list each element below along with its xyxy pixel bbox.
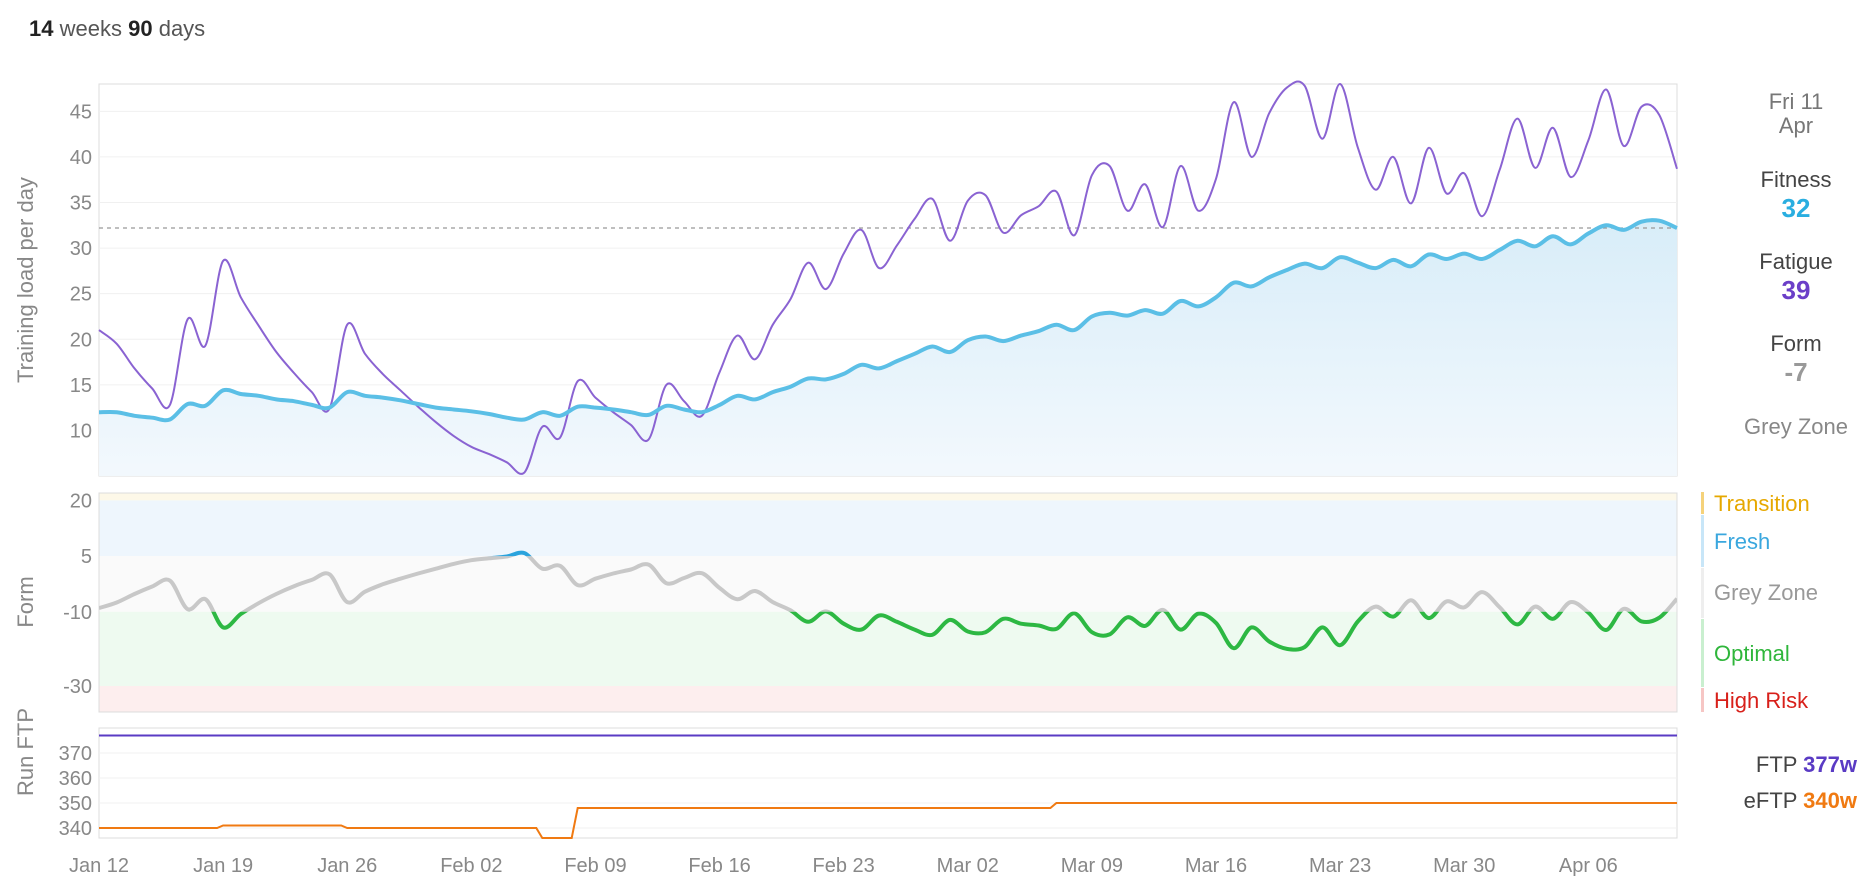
selected-date-month: Apr [1778,113,1814,138]
date-tick: Feb 09 [564,855,626,877]
form-line[interactable] [99,550,1677,652]
training-load-y-tick: 20 [70,329,92,351]
ftp-summary: FTP 377w [1756,752,1857,778]
date-tick: Jan 12 [69,855,129,877]
days-count: 90 [128,16,153,41]
form-panel: 20 5 -10 -30 Form [13,490,1678,713]
run-ftp-y-axis-label: Run FTP [13,708,38,796]
fatigue-label: Fatigue [1759,249,1833,274]
training-load-y-axis-label: Training load per day [13,177,38,383]
date-tick: Feb 02 [440,855,502,877]
form-y-tick: -30 [63,676,92,698]
date-tick: Feb 16 [688,855,750,877]
date-tick: Mar 09 [1061,855,1123,877]
training-load-y-tick: 45 [70,101,92,123]
zone-legend-fresh: Fresh [1714,529,1771,554]
optimal-zone-marker [1701,619,1704,687]
form-y-ticks: 20 5 -10 -30 [63,490,92,698]
fatigue-line[interactable] [98,80,1678,475]
date-tick: Jan 19 [193,855,253,877]
weeks-label: weeks [59,16,122,41]
eftp-label: eFTP [1743,788,1798,813]
eftp-line[interactable] [99,802,1677,839]
run-ftp-y-tick: 340 [59,818,92,840]
form-y-tick: 5 [81,546,92,568]
high-risk-zone-marker [1701,688,1704,712]
form-label: Form [1770,331,1822,356]
training-load-y-ticks: 10 15 20 25 30 35 40 45 [70,101,92,442]
date-tick: Jan 26 [317,855,377,877]
run-ftp-y-ticks: 340 350 360 370 [59,743,92,840]
zone-legend-transition: Transition [1714,491,1810,516]
fitness-summary: Fitness 32 [1726,167,1866,224]
form-line-grey-zone [99,556,1677,612]
run-ftp-panel: 340 350 360 370 Run FTP [13,708,1678,840]
form-line-optimal [211,611,1669,652]
form-y-tick: -10 [63,602,92,624]
zone-legend-high-risk: High Risk [1714,688,1809,713]
ftp-label: FTP [1755,752,1798,777]
run-ftp-y-tick: 360 [59,768,92,790]
eftp-summary: eFTP 340w [1744,788,1857,814]
selected-date-day: Fri 11 [1768,89,1824,114]
selected-date: Fri 11 Apr [1726,90,1866,138]
fitness-area [99,220,1677,476]
form-zone-name: Grey Zone [1744,414,1848,439]
fatigue-value: 39 [1781,275,1811,305]
training-load-y-tick: 30 [70,238,92,260]
grey-zone-marker [1701,568,1704,618]
date-tick: Mar 16 [1185,855,1247,877]
period-summary: 14 weeks 90 days [29,16,205,42]
date-axis: Jan 12 Jan 19 Jan 26 Feb 02 Feb 09 Feb 16 Feb … [69,855,1618,877]
form-zone-summary: Grey Zone [1726,414,1866,440]
training-load-y-tick: 35 [70,193,92,215]
fitness-value: 32 [1781,193,1811,223]
training-load-panel: 10 15 20 25 30 35 40 45 Training load per day [13,80,1678,477]
date-tick: Mar 30 [1433,855,1495,877]
date-tick: Apr 06 [1559,855,1618,877]
eftp-value: 340w [1803,788,1857,813]
form-band-optimal [99,611,1677,687]
fitness-label: Fitness [1760,167,1832,192]
date-tick: Mar 02 [937,855,999,877]
date-tick: Feb 23 [813,855,875,877]
training-load-y-tick: 25 [70,284,92,306]
run-ftp-y-tick: 350 [59,793,92,815]
form-y-axis-label: Form [13,576,38,627]
form-band-transition [99,493,1677,501]
fresh-zone-marker [1701,515,1704,567]
training-load-y-tick: 10 [70,420,92,442]
training-load-y-tick: 15 [70,375,92,397]
days-label: days [158,16,206,41]
form-band-fresh [99,500,1677,557]
weeks-count: 14 [29,16,54,41]
ftp-value: 377w [1803,752,1857,777]
form-zone-bands [99,493,1677,712]
date-tick: Mar 23 [1309,855,1371,877]
form-value: -7 [1784,357,1808,387]
fatigue-summary: Fatigue 39 [1726,249,1866,306]
fitness-line[interactable] [98,218,1678,423]
zone-legend-optimal: Optimal [1714,641,1790,666]
run-ftp-y-tick: 370 [59,743,92,765]
zone-legend-grey: Grey Zone [1714,580,1818,605]
training-load-y-tick: 40 [70,147,92,169]
form-band-high-risk [99,686,1677,712]
form-y-tick: 20 [70,490,92,512]
form-summary: Form -7 [1726,331,1866,388]
transition-zone-marker [1701,492,1704,514]
